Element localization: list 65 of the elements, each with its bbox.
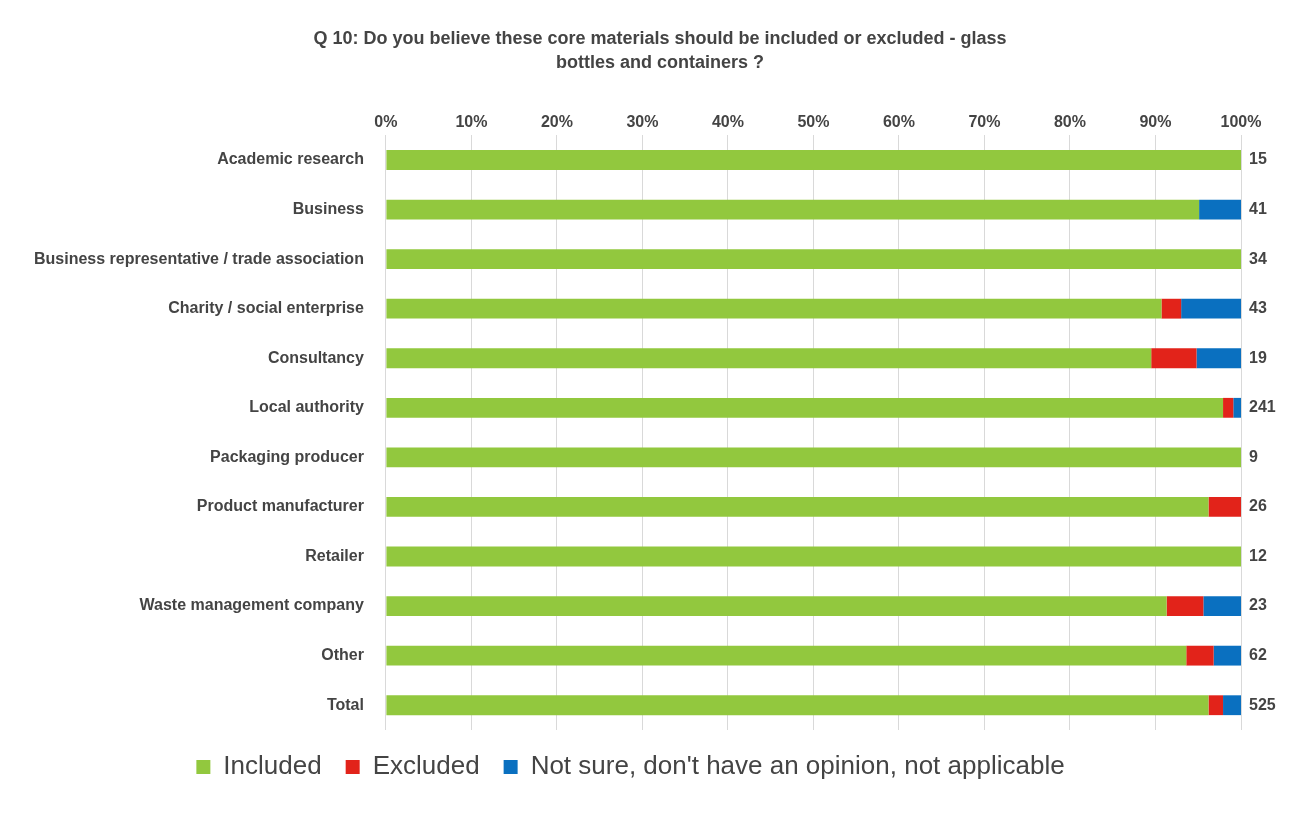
- text: 525: [1249, 695, 1276, 713]
- bar: [1223, 397, 1234, 418]
- y-tick-label: Academic research: [217, 150, 364, 168]
- legend-label: Included: [223, 750, 322, 781]
- text: 23: [1249, 596, 1267, 614]
- x-tick-label: 60%: [882, 113, 915, 131]
- x-tick-label: 50%: [797, 113, 830, 131]
- bar: [386, 199, 1200, 220]
- x-tick-label: 0%: [374, 113, 398, 131]
- bar: [1223, 695, 1241, 716]
- bar: [386, 546, 1241, 567]
- bar: [1208, 497, 1241, 517]
- bar: [1233, 397, 1241, 418]
- y-tick-label: Waste management company: [139, 596, 365, 614]
- x-tick-label: 100%: [1220, 113, 1262, 131]
- y-tick-label: Other: [321, 646, 364, 664]
- bar: [386, 249, 1241, 270]
- y-tick-label: Business: [292, 199, 365, 217]
- bar: [386, 645, 1187, 666]
- bar: [1208, 695, 1224, 716]
- chart-title: Q 10: Do you believe these core materials should be included or excluded - glass bottles and containers ?: [312, 27, 1008, 74]
- text: 41: [1249, 199, 1267, 217]
- bar: [1181, 298, 1241, 319]
- bar: [386, 497, 1209, 517]
- text: 62: [1249, 646, 1267, 664]
- bar: [1151, 348, 1197, 369]
- text: 26: [1249, 497, 1267, 515]
- bar: [1213, 645, 1241, 666]
- y-tick-label: Total: [326, 695, 364, 713]
- bar: [1203, 596, 1241, 616]
- y-tick-label: Charity / social enterprise: [168, 299, 365, 317]
- bar: [386, 447, 1241, 468]
- text: 241: [1249, 398, 1276, 416]
- text: 12: [1249, 546, 1267, 564]
- x-tick-label: 80%: [1053, 113, 1086, 131]
- legend-label: Not sure, don't have an opinion, not applicable: [530, 750, 1065, 781]
- bar: [386, 397, 1224, 418]
- x-tick-label: 20%: [540, 113, 573, 131]
- text: 34: [1249, 249, 1267, 267]
- bar: [386, 596, 1167, 616]
- bar: [386, 150, 1241, 170]
- text: 43: [1249, 299, 1267, 317]
- y-tick-label: Product manufacturer: [196, 497, 364, 515]
- y-tick-label: Business representative / trade association: [33, 249, 364, 267]
- y-tick-label: Retailer: [305, 546, 364, 564]
- x-tick-label: 40%: [711, 113, 744, 131]
- bar: [1186, 645, 1214, 666]
- y-tick-label: Packaging producer: [210, 447, 364, 465]
- bar: [1166, 596, 1204, 616]
- bar: [1161, 298, 1182, 319]
- x-tick-label: 90%: [1139, 113, 1172, 131]
- y-tick-label: Local authority: [249, 398, 365, 416]
- bar: [386, 695, 1209, 716]
- y-tick-label: Consultancy: [267, 348, 365, 366]
- text: 9: [1249, 447, 1258, 465]
- x-tick-label: 10%: [455, 113, 488, 131]
- x-tick-label: 70%: [968, 113, 1001, 131]
- text: 19: [1249, 348, 1267, 366]
- bar: [1196, 348, 1241, 369]
- bar: [1199, 199, 1241, 220]
- text: 15: [1249, 150, 1267, 168]
- bar: [386, 298, 1162, 319]
- legend-label: Excluded: [372, 750, 480, 781]
- bar: [386, 348, 1152, 369]
- x-tick-label: 30%: [626, 113, 659, 131]
